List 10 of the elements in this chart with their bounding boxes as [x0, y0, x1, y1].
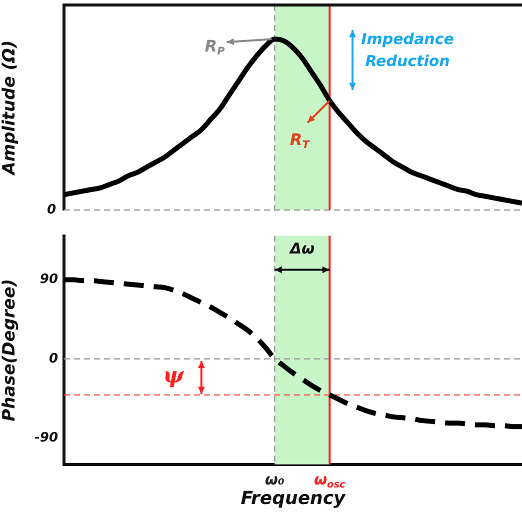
- y-axis-title: Phase(Degree): [0, 278, 20, 422]
- y-axis-title: Amplitude (Ω): [0, 40, 20, 177]
- x-axis-title: Frequency: [240, 488, 347, 509]
- annotation: ψ: [163, 362, 186, 389]
- y-tick-label: 0: [48, 351, 58, 366]
- y-tick-label: -90: [34, 430, 58, 446]
- annotation: Impedance Reduction: [361, 30, 454, 70]
- y-tick-label: 90: [40, 272, 58, 288]
- x-tick-label: ω₀: [264, 470, 285, 488]
- annotation: Δω: [288, 240, 314, 258]
